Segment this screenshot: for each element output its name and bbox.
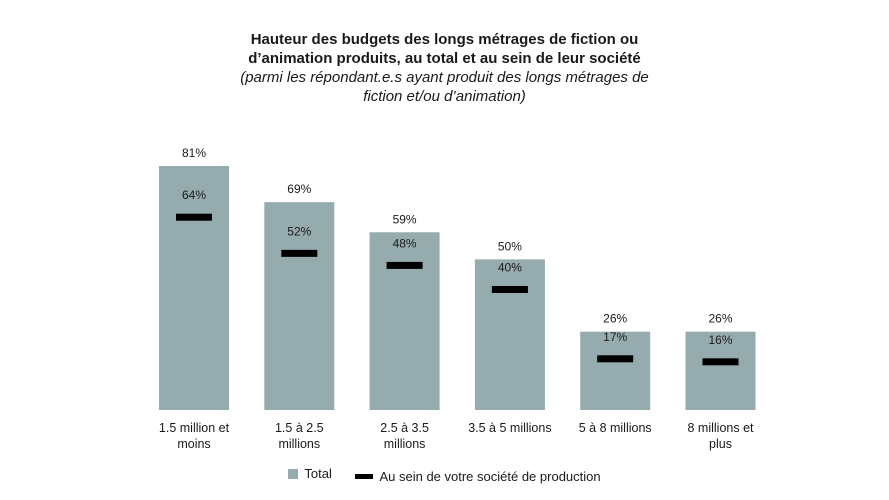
bar-total-4 <box>474 259 545 410</box>
chart-legend: Total Au sein de votre société de produc… <box>0 466 889 484</box>
label-total-5: 26% <box>603 312 627 326</box>
legend-item-societe: Au sein de votre société de production <box>355 468 601 484</box>
legend-label-societe: Au sein de votre société de production <box>379 468 601 484</box>
marker-societe-5 <box>597 355 634 363</box>
label-societe-4: 40% <box>498 261 522 275</box>
chart-title-line-1: Hauteur des budgets des longs métrages d… <box>250 31 639 48</box>
label-societe-1: 64% <box>182 188 206 202</box>
x-tick-label-3-line-2: millions <box>384 437 426 451</box>
chart-subtitle-line-2: fiction et/ou d’animation) <box>363 88 526 105</box>
x-tick-label-2-line-1: 1.5 à 2.5 <box>275 421 324 435</box>
x-tick-label-1-line-1: 1.5 million et <box>159 421 230 435</box>
legend-label-total: Total <box>304 466 332 481</box>
label-societe-5: 17% <box>603 330 627 344</box>
label-total-2: 69% <box>287 182 311 196</box>
bar-total-1 <box>159 166 229 410</box>
label-total-4: 50% <box>498 239 522 253</box>
label-societe-3: 48% <box>393 236 417 250</box>
x-tick-label-5-line-1: 5 à 8 millions <box>579 421 652 435</box>
marker-societe-4 <box>491 286 528 294</box>
bar-total-6 <box>685 331 756 410</box>
legend-swatch-total <box>288 468 299 479</box>
chart-title-line-2: d’animation produits, au total et au sei… <box>248 50 641 67</box>
label-total-6: 26% <box>708 312 732 326</box>
label-societe-2: 52% <box>287 224 311 238</box>
bar-total-3 <box>369 232 440 410</box>
legend-item-total: Total <box>288 466 332 481</box>
marker-societe-6 <box>702 358 739 366</box>
legend-swatch-societe <box>355 473 374 479</box>
label-total-3: 59% <box>393 212 417 226</box>
marker-societe-1 <box>176 213 212 221</box>
bar-total-5 <box>580 331 651 410</box>
marker-societe-3 <box>386 261 423 269</box>
x-tick-label-2-line-2: millions <box>278 437 320 451</box>
chart-title-block: Hauteur des budgets des longs métrages d… <box>0 30 889 106</box>
marker-societe-2 <box>281 249 318 257</box>
label-societe-6: 16% <box>708 333 732 347</box>
label-total-1: 81% <box>182 146 206 160</box>
chart-subtitle-line-1: (parmi les répondant.e.s ayant produit d… <box>240 69 649 86</box>
x-tick-label-6-line-1: 8 millions et <box>688 421 755 435</box>
x-tick-label-4-line-1: 3.5 à 5 millions <box>468 421 551 435</box>
bar-total-2 <box>264 202 335 410</box>
x-tick-label-6-line-2: plus <box>709 437 732 451</box>
x-tick-label-1-line-2: moins <box>177 437 210 451</box>
x-tick-label-3-line-1: 2.5 à 3.5 <box>380 421 429 435</box>
